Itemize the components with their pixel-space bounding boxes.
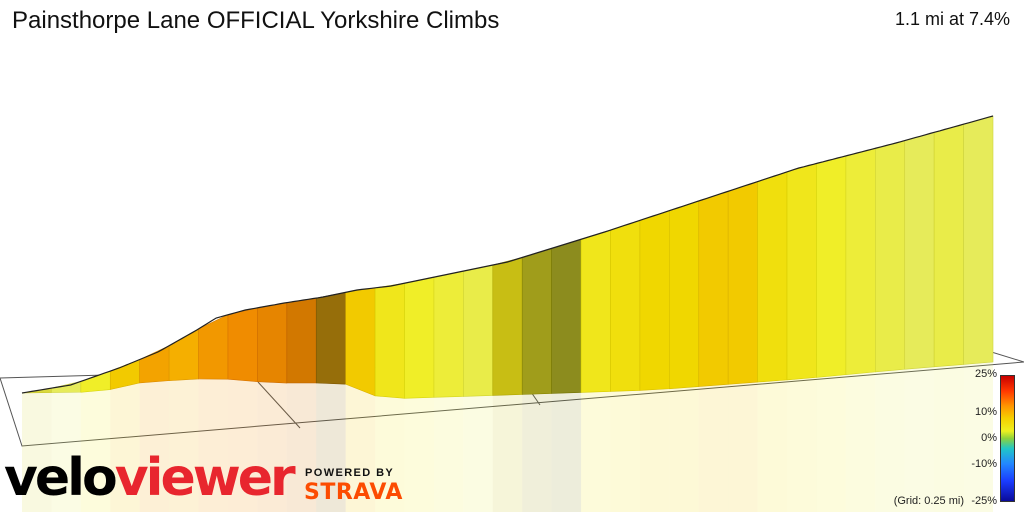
profile-segment [933,123,964,368]
reflection-segment [227,379,258,512]
profile-top-edge [21,115,994,394]
powered-by-label: POWERED BY [305,467,395,479]
profile-segment [404,276,435,399]
profile-segment [669,200,700,390]
reflection-segment [963,362,993,512]
profile-segment [757,171,788,383]
profile-segment [433,270,464,398]
profile-segment [904,131,935,370]
legend-label-neg25: -25% [971,495,997,507]
reflection-segment [492,394,523,512]
reflection-segment [80,389,111,512]
veloviewer-logo: veloviewer [4,448,296,508]
reflection-segment [345,384,376,512]
profile-segment [551,238,582,394]
grid-note: (Grid: 0.25 mi) [893,495,964,507]
profile-segment [198,314,229,380]
profile-segment [698,190,729,387]
profile-segment [727,181,758,385]
profile-segment [257,302,288,384]
profile-segment [286,297,317,384]
reflection-segment [110,382,140,512]
profile-segment [610,219,641,392]
reflection-segment [139,380,170,512]
profile-segment [168,328,199,381]
reflection-segment [316,383,346,512]
profile-segment [492,257,523,396]
profile-reflection [22,362,993,512]
profile-segment [139,345,170,384]
reflection-segment [286,383,317,512]
reflection-segment [934,364,964,512]
profile-slabs [21,115,994,399]
reflection-segment [433,396,464,512]
profile-segment [521,247,552,395]
legend-label-25: 25% [974,368,997,380]
reflection-segment [257,381,287,512]
reflection-segment [522,393,552,512]
reflection-segment [757,379,788,512]
gradient-colorbar [1000,375,1015,502]
profile-segment [963,115,994,365]
reflection-segment [728,382,758,512]
profile-segment [374,282,405,399]
reflection-segment [845,371,876,512]
reflection-segment [787,377,817,512]
reflection-segment [610,390,640,512]
logo-viewer: viewer [114,448,296,508]
reflection-segment [698,384,729,512]
profile-segment [463,264,494,397]
profile-segment [786,163,817,381]
reflection-segment [875,369,905,512]
reflection-segment [22,392,52,512]
grid-line [257,381,301,429]
reflection-segment [51,392,81,512]
reflection-segment [581,391,611,512]
reflection-segment [904,366,935,512]
reflection-segment [551,392,582,512]
profile-segment [816,155,847,378]
legend-label-10: 10% [974,406,997,418]
reflection-segment [639,388,670,512]
profile-segment [639,210,670,391]
profile-segment [345,287,376,397]
reflection-segment [669,386,699,512]
profile-segment [875,140,906,373]
profile-segment [580,229,611,393]
climb-stats: 1.1 mi at 7.4% [894,9,1010,29]
profile-segment [845,147,876,375]
legend-label-neg10: -10% [971,458,997,470]
legend-label-0: 0% [981,432,997,444]
reflection-segment [463,395,493,512]
reflection-segment [816,374,846,512]
strava-logo: STRAVA [304,480,403,505]
reflection-segment [404,397,434,512]
profile-segment [80,370,111,393]
climb-title: Painsthorpe Lane OFFICIAL Yorkshire Clim… [12,7,500,34]
logo-velo: velo [4,448,118,508]
reflection-segment [375,395,405,512]
reflection-segment [198,378,228,512]
reflection-segment [169,378,199,512]
profile-segment [227,307,258,383]
profile-segment [315,291,346,385]
